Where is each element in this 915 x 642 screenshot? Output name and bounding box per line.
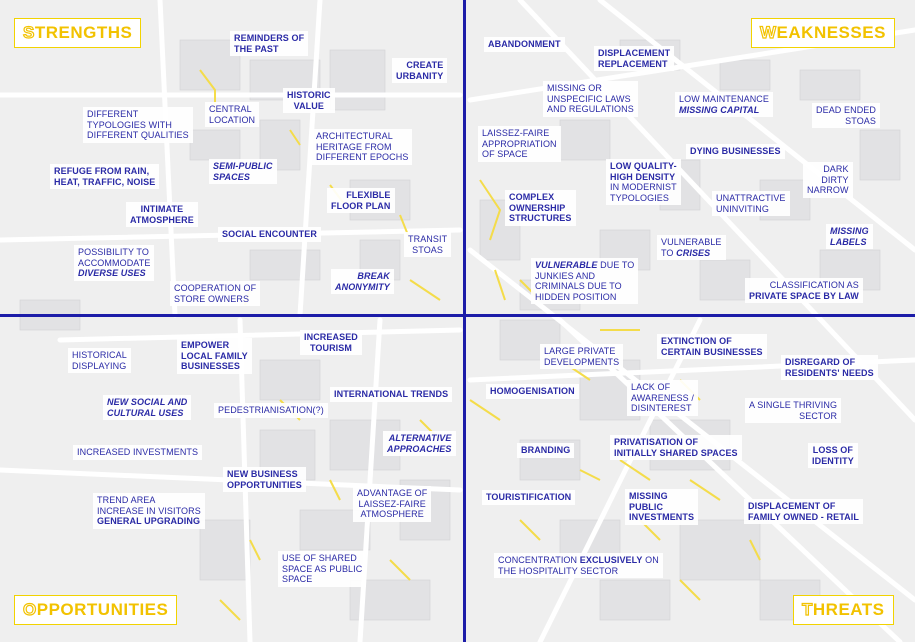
label-new-business: NEW BUSINESS OPPORTUNITIES	[223, 467, 306, 492]
label-homogenisation: HOMOGENISATION	[486, 384, 579, 399]
quadrant-initial: T	[801, 599, 813, 619]
label-architectural-heritage: ARCHITECTURAL HERITAGE FROM DIFFERENT EP…	[312, 129, 413, 165]
label-reminders: REMINDERS OF THE PAST	[230, 31, 309, 56]
quadrant-rest: EAKNESSES	[776, 23, 886, 42]
quadrant-rest: TRENGTHS	[34, 23, 133, 42]
quadrant-initial: S	[22, 22, 35, 42]
label-diverse-uses: POSSIBILITY TO ACCOMMODATE DIVERSE USES	[74, 245, 155, 281]
label-laissez-faire: LAISSEZ-FAIRE APPROPRIATION OF SPACE	[478, 126, 561, 162]
label-transit-stoas: TRANSIT STOAS	[404, 232, 452, 257]
label-dark-dirty: DARK DIRTY NARROW	[803, 162, 853, 198]
label-trend-area-a: TREND AREA INCREASE IN VISITORS	[97, 495, 201, 516]
label-break-anonymity: BREAK ANONYMITY	[331, 269, 394, 294]
label-diverse-uses-a: POSSIBILITY TO ACCOMMODATE	[78, 247, 151, 268]
label-trend-area: TREND AREA INCREASE IN VISITORS GENERAL U…	[93, 493, 205, 529]
label-single-sector: A SINGLE THRIVING SECTOR	[745, 398, 842, 423]
label-vulnerable-crises-b: CRISES	[676, 247, 711, 258]
label-international-trends: INTERNATIONAL TRENDS	[330, 387, 453, 402]
label-pedestrianisation: PEDESTRIANISATION(?)	[214, 403, 328, 418]
label-low-quality-b: IN MODERNIST TYPOLOGIES	[610, 182, 677, 203]
label-alternative: ALTERNATIVE APPROACHES	[383, 431, 456, 456]
label-concentration-a: CONCENTRATION	[498, 555, 580, 565]
label-advantage: ADVANTAGE OF LAISSEZ-FAIRE ATMOSPHERE	[353, 486, 432, 522]
label-vulnerable-junkies: VULNERABLE DUE TO JUNKIES AND CRIMINALS …	[531, 258, 639, 304]
label-create-urbanity: CREATE URBANITY	[392, 58, 448, 83]
label-loss-identity: LOSS OF IDENTITY	[808, 443, 858, 468]
label-vulnerable-crises-a: VULNERABLE TO	[661, 237, 722, 258]
label-semi-public: SEMI-PUBLIC SPACES	[209, 159, 277, 184]
label-disregard: DISREGARD OF RESIDENTS' NEEDS	[781, 355, 878, 380]
label-missing-labels: MISSING LABELS	[826, 224, 873, 249]
label-abandonment: ABANDONMENT	[484, 37, 565, 52]
label-classification-a: CLASSIFICATION AS	[769, 280, 859, 290]
label-intimate: INTIMATE ATMOSPHERE	[126, 202, 198, 227]
label-vulnerable-junkies-b: DUE TO JUNKIES AND CRIMINALS DUE TO HIDD…	[535, 260, 635, 302]
quadrant-rest: PPORTUNITIES	[36, 600, 169, 619]
quadrant-initial: W	[759, 22, 777, 42]
label-flexible-floor: FLEXIBLE FLOOR PLAN	[327, 188, 395, 213]
label-historical-displaying: HISTORICAL DISPLAYING	[68, 348, 131, 373]
label-empower: EMPOWER LOCAL FAMILY BUSINESSES	[177, 338, 252, 374]
label-central-location: CENTRAL LOCATION	[205, 102, 260, 127]
vertical-axis	[463, 0, 466, 642]
quadrant-title-opportunities: OPPORTUNITIES	[14, 595, 178, 625]
label-concentration: CONCENTRATION EXCLUSIVELY ON THE HOSPITA…	[494, 553, 663, 578]
quadrant-title-strengths: STRENGTHS	[14, 18, 142, 48]
label-diverse-uses-b: DIVERSE USES	[78, 268, 146, 278]
label-low-quality-a: LOW QUALITY- HIGH DENSITY	[610, 161, 677, 182]
label-shared-space: USE OF SHARED SPACE AS PUBLIC SPACE	[278, 551, 367, 587]
label-low-maintenance: LOW MAINTENANCE MISSING CAPITAL	[675, 92, 774, 117]
label-cooperation: COOPERATION OF STORE OWNERS	[170, 281, 261, 306]
label-lack-awareness: LACK OF AWARENESS / DISINTEREST	[627, 380, 698, 416]
label-classification: CLASSIFICATION AS PRIVATE SPACE BY LAW	[745, 278, 863, 303]
label-dying-businesses: DYING BUSINESSES	[686, 144, 785, 159]
label-displacement-family: DISPLACEMENT OF FAMILY OWNED - RETAIL	[744, 499, 863, 524]
label-vulnerable-junkies-a: VULNERABLE	[535, 260, 598, 270]
label-extinction: EXTINCTION OF CERTAIN BUSINESSES	[657, 334, 767, 359]
quadrant-rest: HREATS	[812, 600, 885, 619]
quadrant-title-weaknesses: WEAKNESSES	[751, 18, 895, 48]
quadrant-title-threats: THREATS	[793, 595, 894, 625]
label-low-quality: LOW QUALITY- HIGH DENSITY IN MODERNIST TY…	[606, 159, 681, 205]
label-vulnerable-crises: VULNERABLE TO CRISES	[657, 235, 726, 260]
label-dead-ended: DEAD ENDED STOAS	[812, 103, 881, 128]
label-historic-value: HISTORIC VALUE	[283, 88, 335, 113]
label-concentration-c: ON THE HOSPITALITY SECTOR	[498, 555, 659, 576]
label-social-encounter: SOCIAL ENCOUNTER	[218, 227, 321, 242]
label-complex-ownership: COMPLEX OWNERSHIP STRUCTURES	[505, 190, 576, 226]
label-touristification: TOURISTIFICATION	[482, 490, 576, 505]
label-different-typologies: DIFFERENT TYPOLOGIES WITH DIFFERENT QUAL…	[83, 107, 193, 143]
label-low-maintenance-b: MISSING CAPITAL	[679, 104, 760, 115]
label-missing-laws: MISSING OR UNSPECIFIC LAWS AND REGULATIO…	[543, 81, 638, 117]
label-low-maintenance-a: LOW MAINTENANCE	[679, 94, 770, 104]
label-displacement: DISPLACEMENT REPLACEMENT	[594, 46, 675, 71]
label-unattractive: UNATTRACTIVE UNINVITING	[712, 191, 790, 216]
quadrant-initial: O	[22, 599, 37, 619]
label-classification-b: PRIVATE SPACE BY LAW	[749, 290, 859, 301]
horizontal-axis	[0, 314, 915, 317]
label-increased-tourism: INCREASED TOURISM	[300, 330, 362, 355]
label-large-private: LARGE PRIVATE DEVELOPMENTS	[540, 344, 624, 369]
label-privatisation: PRIVATISATION OF INITIALLY SHARED SPACES	[610, 435, 742, 460]
label-missing-public: MISSING PUBLIC INVESTMENTS	[625, 489, 699, 525]
label-new-social: NEW SOCIAL AND CULTURAL USES	[103, 395, 192, 420]
label-refuge: REFUGE FROM RAIN, HEAT, TRAFFIC, NOISE	[50, 164, 160, 189]
label-concentration-b: EXCLUSIVELY	[579, 555, 643, 565]
label-branding: BRANDING	[517, 443, 575, 458]
label-trend-area-b: GENERAL UPGRADING	[97, 516, 201, 526]
label-increased-investments: INCREASED INVESTMENTS	[73, 445, 203, 460]
